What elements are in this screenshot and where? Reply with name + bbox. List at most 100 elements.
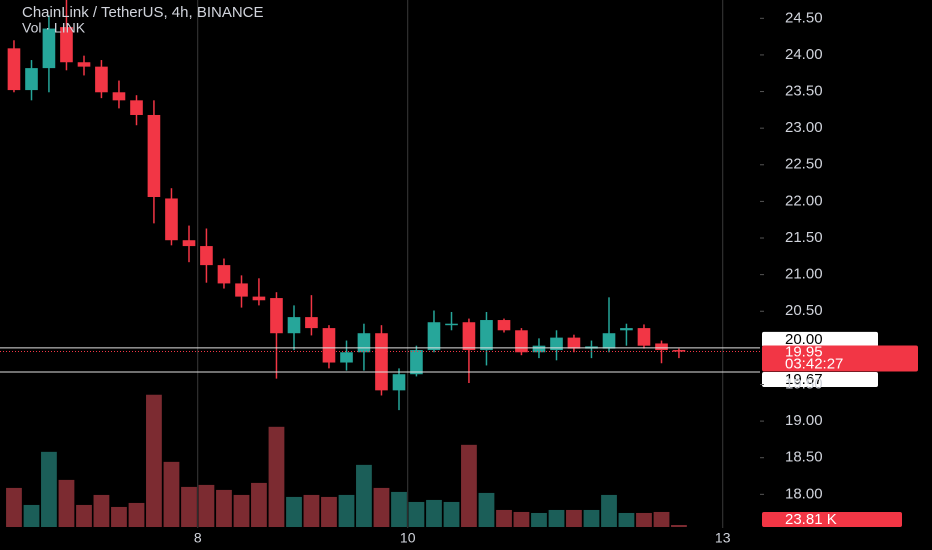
candle-body xyxy=(567,337,581,349)
volume-bar xyxy=(391,491,407,527)
candle-body xyxy=(7,48,21,91)
volume-bar xyxy=(93,494,110,527)
x-tick-label: 10 xyxy=(400,530,416,546)
y-tick-label: 21.50 xyxy=(785,229,823,246)
volume-bar xyxy=(233,494,250,527)
candle-body xyxy=(147,114,161,198)
price-label-box xyxy=(762,372,878,388)
volume-bar xyxy=(23,504,40,527)
candle-body xyxy=(95,66,108,93)
candle-body xyxy=(672,350,686,352)
candle-body xyxy=(515,330,528,353)
volume-bar xyxy=(76,504,92,527)
volume-bar xyxy=(566,509,582,527)
last-price-label: 19.95 xyxy=(785,344,823,361)
candle-body xyxy=(25,68,38,91)
volume-bar xyxy=(163,461,180,527)
candle-body xyxy=(130,100,143,115)
volume-bar xyxy=(321,496,337,527)
candle-body xyxy=(445,323,458,326)
volume-bar xyxy=(531,512,547,527)
volume-label: 23.81 K xyxy=(785,511,837,528)
x-tick-label: 13 xyxy=(715,530,731,546)
volume-bar xyxy=(111,506,127,527)
volume-bar xyxy=(548,509,565,527)
volume-bar xyxy=(443,501,460,527)
volume-bar xyxy=(583,509,600,527)
candle-body xyxy=(637,328,651,346)
volume-bar xyxy=(636,512,652,527)
candle-body xyxy=(322,328,336,363)
y-tick-label: 23.00 xyxy=(785,119,823,136)
volume-bar xyxy=(408,501,425,527)
volume-bar xyxy=(426,499,442,527)
volume-bar xyxy=(461,444,477,527)
volume-bar xyxy=(373,487,390,527)
chart-title: ChainLink / TetherUS, 4h, BINANCE xyxy=(22,4,264,21)
y-tick-label: 24.50 xyxy=(785,9,823,26)
candle-body xyxy=(42,28,56,69)
candle-body xyxy=(182,240,196,247)
price-label-box xyxy=(762,331,878,347)
candle-body xyxy=(217,265,231,284)
candle-body xyxy=(620,328,633,331)
volume-bar xyxy=(41,451,57,527)
volume-bar xyxy=(181,486,197,527)
volume-bar xyxy=(601,494,617,527)
volume-bar xyxy=(268,426,285,527)
volume-bar xyxy=(653,511,670,527)
y-tick-label: 23.50 xyxy=(785,83,823,100)
volume-bar xyxy=(303,494,320,527)
y-tick-label: 19.50 xyxy=(785,375,823,392)
candle-body xyxy=(340,352,353,363)
y-tick-label: 24.00 xyxy=(785,46,823,63)
candle-body xyxy=(112,92,126,101)
volume-bar xyxy=(216,489,232,527)
volume-bar xyxy=(146,394,162,527)
y-tick-label: 20.50 xyxy=(785,302,823,319)
volume-bar xyxy=(478,492,495,527)
candle-body xyxy=(287,317,301,334)
candle-body xyxy=(305,317,318,329)
candle-body xyxy=(497,320,511,331)
volume-bar xyxy=(671,525,687,527)
volume-legend: Vol · LINK xyxy=(22,20,86,36)
candle-body xyxy=(270,298,283,334)
candle-body xyxy=(550,337,563,351)
candle-body xyxy=(602,333,616,349)
candle-body xyxy=(235,283,248,297)
candle-body xyxy=(655,343,668,351)
volume-bar xyxy=(58,479,75,527)
candle-body xyxy=(165,198,178,241)
y-tick-label: 21.00 xyxy=(785,266,823,283)
last-price-box xyxy=(762,345,918,372)
candle-body xyxy=(77,62,91,67)
candle-body xyxy=(200,246,213,266)
candle-body xyxy=(252,296,266,301)
candle-body xyxy=(480,320,493,351)
volume-bar xyxy=(513,511,530,527)
volume-bar xyxy=(338,494,355,527)
y-tick-label: 22.00 xyxy=(785,192,823,209)
volume-bar xyxy=(251,482,267,527)
y-tick-label: 18.00 xyxy=(785,485,823,502)
volume-bar xyxy=(128,502,145,527)
candle-body xyxy=(357,333,371,353)
volume-bar xyxy=(496,509,512,527)
volume-bar xyxy=(6,487,22,527)
candle-body xyxy=(392,374,406,391)
candle-body xyxy=(410,350,423,375)
candle-body xyxy=(462,322,476,351)
y-tick-label: 22.50 xyxy=(785,156,823,173)
volume-bar xyxy=(356,464,372,527)
x-tick-label: 8 xyxy=(194,530,202,546)
price-label: 19.67 xyxy=(785,371,823,388)
price-label: 20.00 xyxy=(785,331,823,348)
y-tick-label: 18.50 xyxy=(785,449,823,466)
y-tick-label: 19.00 xyxy=(785,412,823,429)
candle-body xyxy=(60,27,73,63)
volume-bar xyxy=(198,484,215,527)
countdown-label: 03:42:27 xyxy=(785,356,843,373)
